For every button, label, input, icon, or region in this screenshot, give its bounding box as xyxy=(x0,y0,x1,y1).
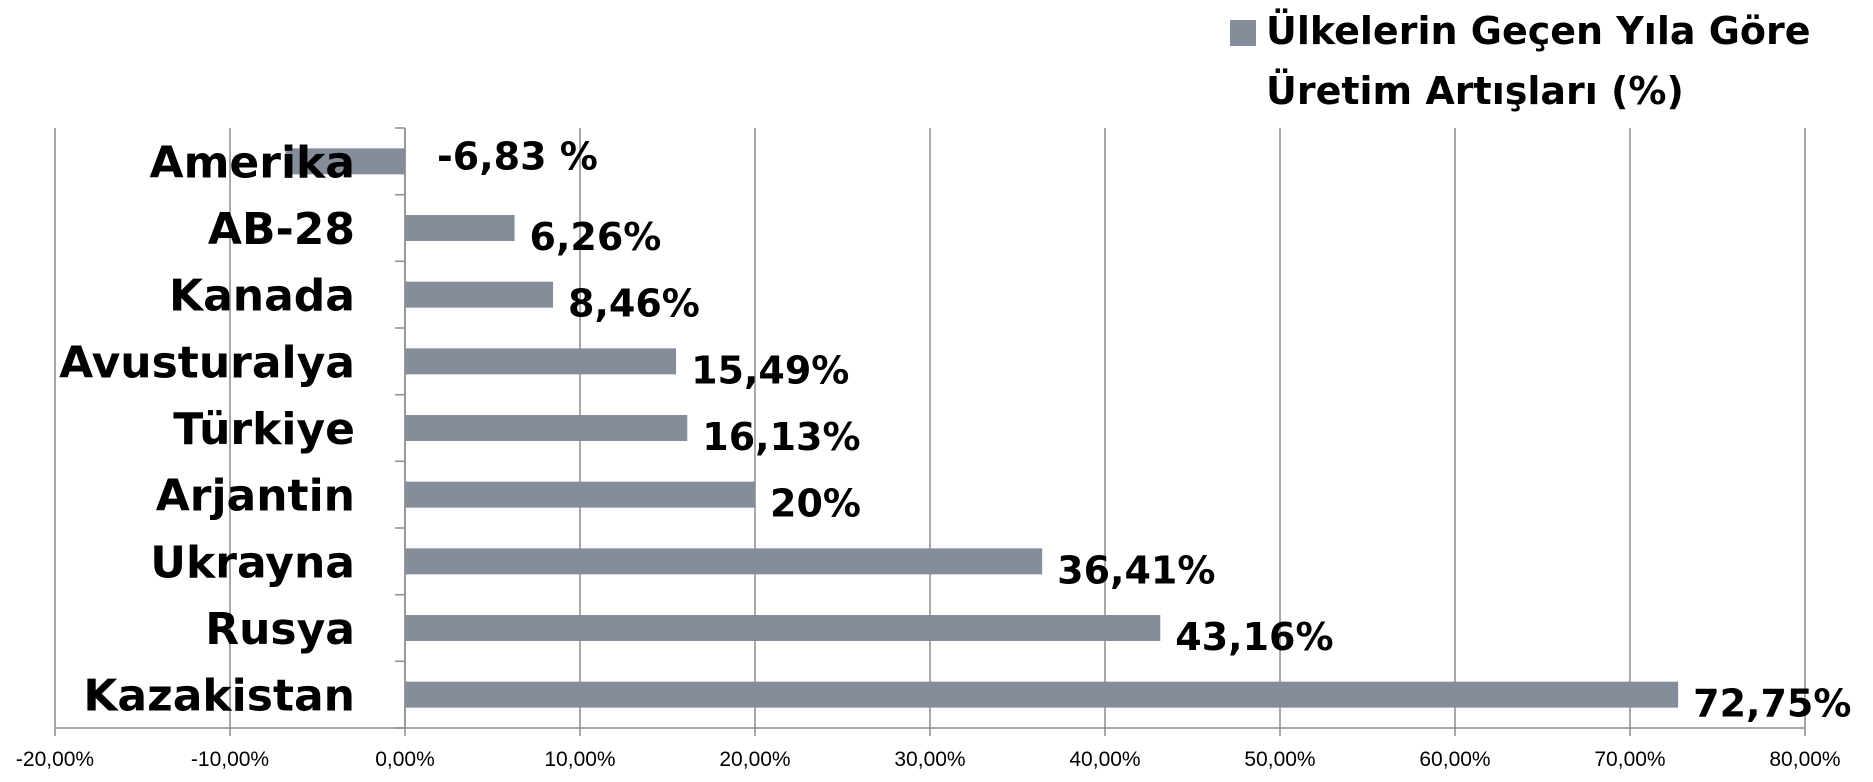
category-label: AB-28 xyxy=(208,204,355,255)
x-tick-label: 40,00% xyxy=(1069,748,1140,771)
data-label: 15,49% xyxy=(691,348,849,392)
data-label: 43,16% xyxy=(1175,615,1333,659)
legend: Ülkelerin Geçen Yıla Göre Üretim Artışla… xyxy=(1230,9,1811,113)
bar xyxy=(285,148,405,175)
bars xyxy=(285,148,1679,708)
category-label: Kazakistan xyxy=(83,671,355,722)
category-label: Rusya xyxy=(205,604,355,655)
bar xyxy=(405,215,515,241)
category-label: Türkiye xyxy=(173,404,355,455)
x-tick-label: 20,00% xyxy=(719,748,790,771)
category-label: Amerika xyxy=(150,137,355,188)
category-label: Ukrayna xyxy=(150,537,355,588)
x-tick-labels: -20,00% -10,00% 0,00% 10,00% 20,00% 30,00% 40,… xyxy=(16,748,1841,771)
bar xyxy=(405,681,1679,708)
legend-label-line-1: Ülkelerin Geçen Yıla Göre xyxy=(1266,9,1811,53)
category-label: Kanada xyxy=(169,271,355,322)
data-label: 8,46% xyxy=(568,282,700,326)
data-labels: -6,83 % 6,26% 8,46% 15,49% 16,13% 20% 36,41% 43… xyxy=(437,134,1851,725)
x-tick-label: 30,00% xyxy=(894,748,965,771)
x-tick-label: 10,00% xyxy=(544,748,615,771)
x-tick-label: 80,00% xyxy=(1769,748,1840,771)
category-label: Avusturalya xyxy=(59,337,355,388)
bar xyxy=(405,548,1043,575)
x-tick-label: -10,00% xyxy=(191,748,269,771)
bar xyxy=(405,615,1161,641)
data-label: 16,13% xyxy=(702,415,860,459)
data-label: -6,83 % xyxy=(437,134,598,178)
axes xyxy=(54,127,1806,736)
data-label: 72,75% xyxy=(1693,682,1851,726)
data-label: 36,41% xyxy=(1057,548,1215,592)
data-label: 20% xyxy=(770,482,861,526)
category-labels: Amerika AB-28 Kanada Avusturalya Türkiye Arja… xyxy=(59,137,355,721)
category-label: Arjantin xyxy=(156,471,355,522)
legend-label-line-2: Üretim Artışları (%) xyxy=(1266,69,1684,113)
x-tick-label: -20,00% xyxy=(16,748,94,771)
x-tick-label: 50,00% xyxy=(1244,748,1315,771)
bar xyxy=(405,281,554,308)
x-tick-label: 70,00% xyxy=(1594,748,1665,771)
bar xyxy=(405,481,755,508)
bar xyxy=(405,348,677,375)
data-label: 6,26% xyxy=(530,215,662,259)
legend-swatch xyxy=(1230,20,1256,46)
x-tick-label: 60,00% xyxy=(1419,748,1490,771)
x-tick-label: 0,00% xyxy=(375,748,435,771)
bar xyxy=(405,415,688,441)
